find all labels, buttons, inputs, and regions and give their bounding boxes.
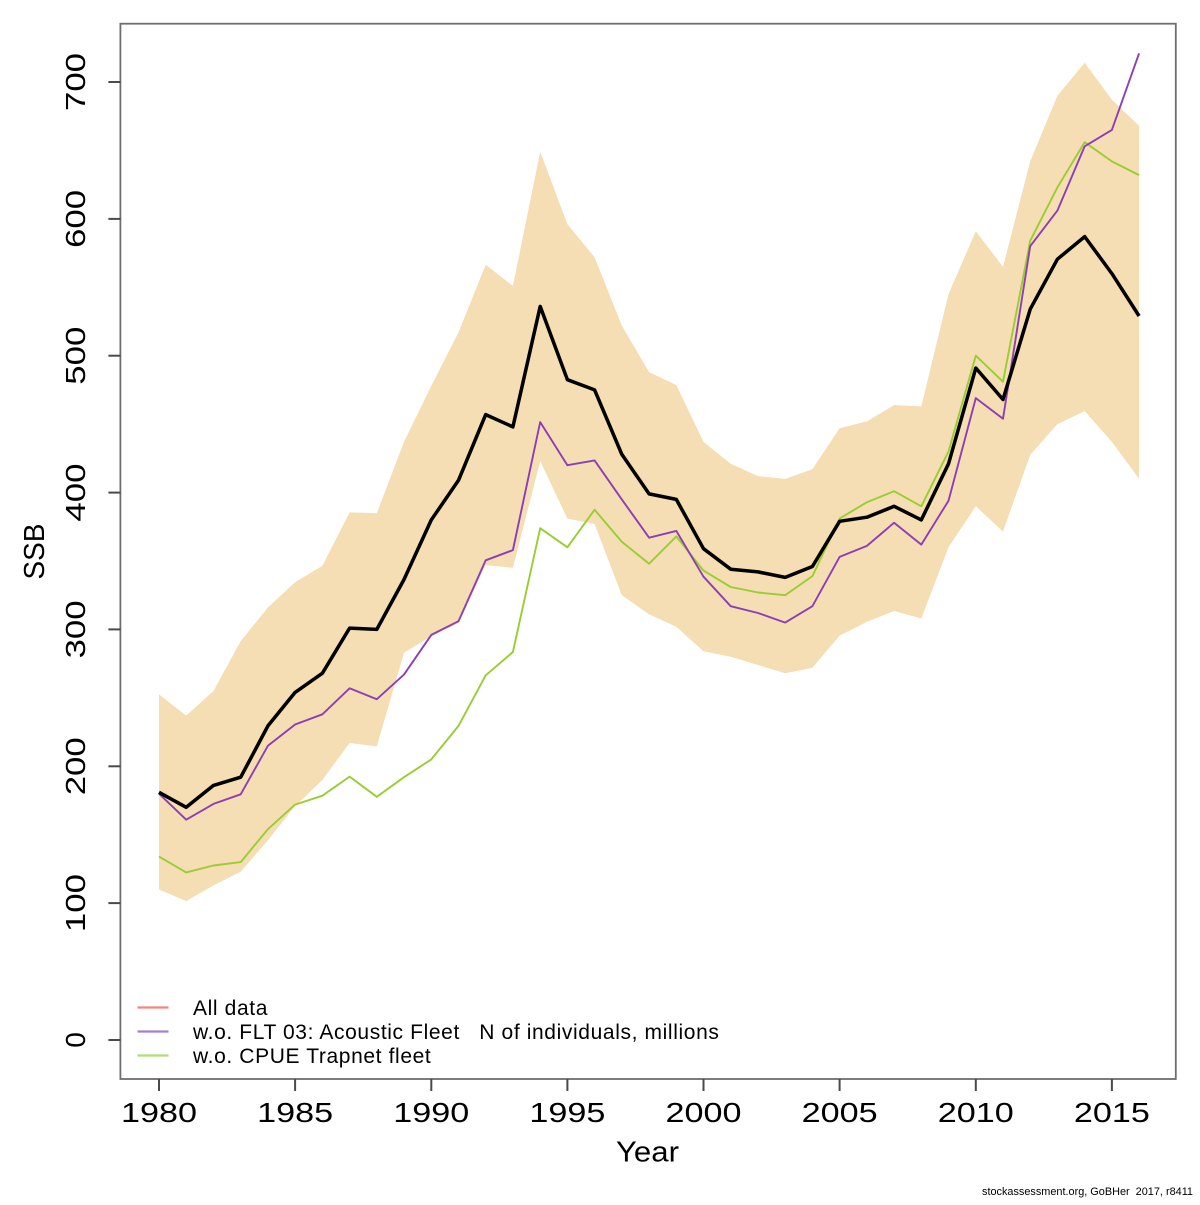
svg-text:300: 300 [60, 600, 91, 658]
svg-text:2015: 2015 [1074, 1097, 1150, 1128]
svg-text:2010: 2010 [938, 1097, 1014, 1128]
svg-text:2000: 2000 [666, 1097, 742, 1128]
svg-text:stockassessment.org, GoBHer 2: stockassessment.org, GoBHer 2017, r8411 [982, 1186, 1193, 1198]
svg-text:0: 0 [60, 1032, 91, 1048]
svg-text:1995: 1995 [529, 1097, 605, 1128]
svg-text:w.o. CPUE Trapnet fleet: w.o. CPUE Trapnet fleet [192, 1045, 431, 1068]
svg-text:2005: 2005 [802, 1097, 878, 1128]
svg-text:1990: 1990 [393, 1097, 469, 1128]
svg-text:1980: 1980 [121, 1097, 197, 1128]
svg-text:100: 100 [60, 874, 91, 932]
svg-text:w.o. FLT 03: Acoustic Fleet: w.o. FLT 03: Acoustic Fleet N of individ… [192, 1021, 720, 1044]
svg-text:400: 400 [60, 464, 91, 522]
svg-text:1985: 1985 [257, 1097, 333, 1128]
svg-text:All data: All data [193, 997, 268, 1020]
svg-text:700: 700 [60, 53, 91, 111]
svg-text:SSB: SSB [19, 524, 51, 580]
svg-text:600: 600 [60, 190, 91, 248]
svg-text:200: 200 [60, 737, 91, 795]
svg-text:500: 500 [60, 327, 91, 385]
svg-text:Year: Year [616, 1137, 679, 1169]
